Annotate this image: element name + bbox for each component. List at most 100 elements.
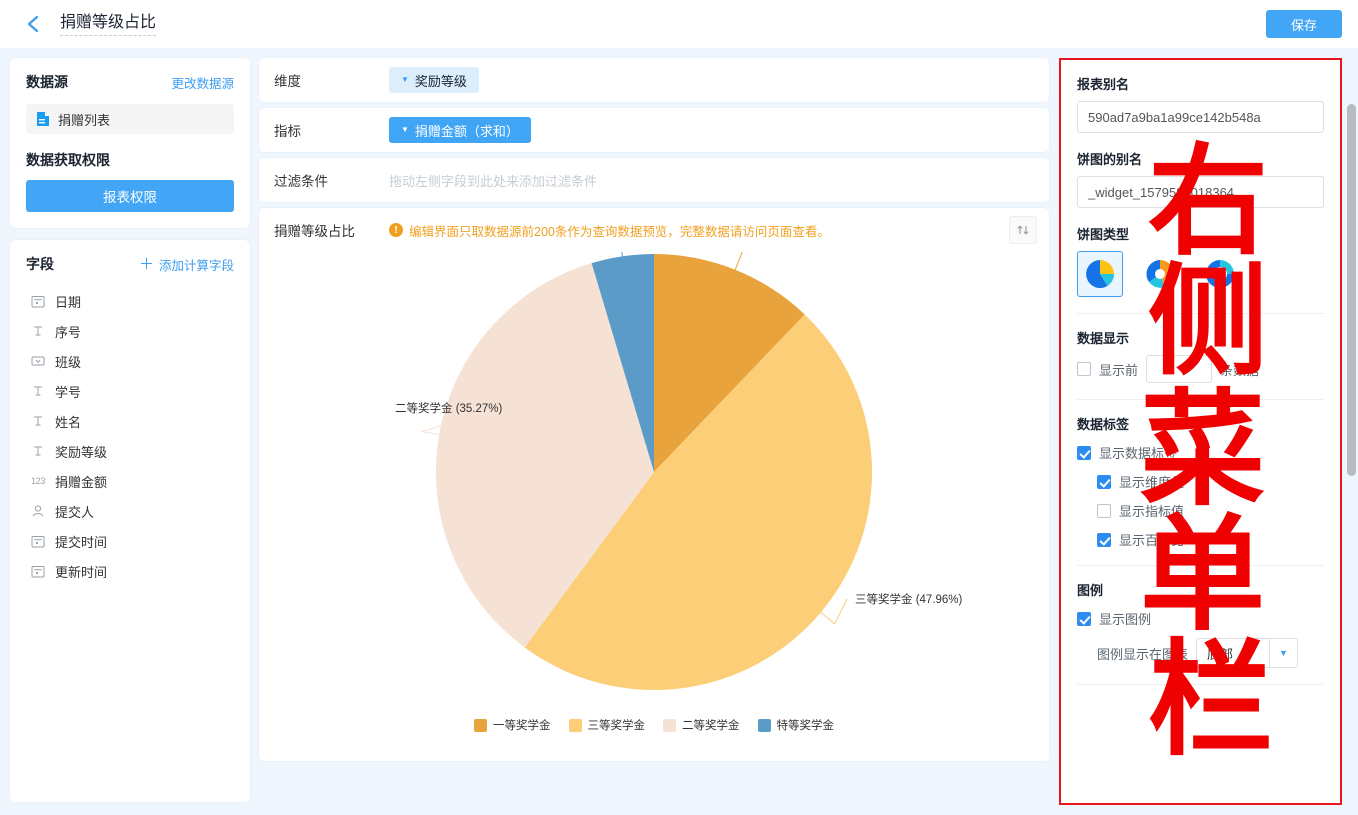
permission-heading: 数据获取权限: [26, 152, 110, 168]
field-item[interactable]: 学号: [26, 376, 234, 406]
pie-alias-label: 饼图的别名: [1077, 152, 1143, 167]
pie-type-option-pie[interactable]: [1077, 251, 1123, 297]
filter-label: 过滤条件: [274, 174, 328, 189]
metric-chip[interactable]: ▼ 捐赠金额（求和）: [389, 117, 531, 143]
calendar-icon: [30, 293, 46, 309]
field-label: 班级: [55, 354, 82, 370]
field-item[interactable]: 提交时间: [26, 526, 234, 556]
donut-icon: [1146, 260, 1174, 288]
file-icon: [37, 112, 49, 126]
pie-type-option-donut[interactable]: [1137, 251, 1183, 297]
pie-slice[interactable]: [654, 254, 805, 472]
sort-updown-icon: [1017, 225, 1029, 235]
legend-position-select[interactable]: 底部 ▼: [1196, 638, 1299, 668]
center-panel: 维度 ▼ 奖励等级 指标 ▼ 捐赠金额（求和） 过滤条件 拖动左侧字段到此处来添…: [259, 58, 1049, 761]
field-item[interactable]: 奖励等级: [26, 436, 234, 466]
datasource-heading: 数据源: [26, 74, 68, 90]
legend-label: 三等奖学金: [587, 720, 646, 732]
sort-toggle-button[interactable]: [1009, 216, 1037, 244]
back-button[interactable]: [22, 13, 44, 35]
datasource-item-label: 捐赠列表: [58, 112, 111, 128]
legend-section-label: 图例: [1077, 583, 1104, 598]
metric-value: 捐赠金额（求和）: [414, 123, 519, 139]
report-permission-button[interactable]: 报表权限: [26, 180, 234, 212]
data-label-option-row[interactable]: 显示百分比: [1097, 530, 1324, 549]
field-label: 更新时间: [55, 564, 108, 580]
report-alias-input[interactable]: [1077, 101, 1324, 133]
top-n-input[interactable]: [1146, 355, 1213, 383]
report-alias-label: 报表别名: [1077, 77, 1130, 92]
fields-card: 字段 ＋ 添加计算字段 日期 序号班级学号 姓名 奖励等级 123 捐赠金额提交人提交时间…: [10, 240, 250, 802]
text-icon: [30, 413, 46, 429]
pie-slice[interactable]: [591, 254, 654, 472]
legend-item[interactable]: 一等奖学金: [474, 717, 551, 733]
field-item[interactable]: 序号: [26, 316, 234, 346]
pie-label-leader: [621, 252, 624, 263]
data-label-option-row[interactable]: 显示维度值: [1097, 472, 1324, 491]
chevron-down-icon: ▼: [401, 125, 409, 134]
data-display-label: 数据显示: [1077, 331, 1130, 346]
field-label: 提交人: [55, 504, 95, 520]
divider: [1077, 565, 1324, 566]
checkbox[interactable]: [1097, 474, 1111, 489]
chevron-down-icon: ▼: [1269, 639, 1297, 667]
data-labels-label: 数据标签: [1077, 417, 1130, 432]
pie-chart[interactable]: 一等奖学金 (12.15%)三等奖学金 (47.96%)二等奖学金 (35.27…: [259, 252, 1049, 761]
divider: [1077, 313, 1324, 314]
checkbox[interactable]: [1097, 503, 1111, 518]
pie-label-leader: [815, 598, 848, 625]
pie-label-leader: [421, 407, 504, 437]
fields-heading: 字段: [26, 256, 54, 272]
show-legend-checkbox[interactable]: [1077, 611, 1091, 626]
show-top-n-prefix: 显示前: [1099, 362, 1139, 378]
metric-row: 指标 ▼ 捐赠金额（求和）: [259, 108, 1049, 152]
pie-icon: [1086, 260, 1115, 288]
show-legend-row[interactable]: 显示图例: [1077, 609, 1324, 628]
save-button[interactable]: 保存: [1266, 10, 1342, 38]
pie-alias-input[interactable]: [1077, 176, 1324, 208]
dimension-chip[interactable]: ▼ 奖励等级: [389, 67, 479, 93]
vertical-scrollbar[interactable]: [1347, 104, 1356, 476]
field-label: 捐赠金额: [55, 474, 108, 490]
pie-type-options: [1077, 251, 1324, 297]
field-item[interactable]: 日期: [26, 286, 234, 316]
field-item[interactable]: 更新时间: [26, 556, 234, 586]
legend-item[interactable]: 特等奖学金: [757, 717, 834, 733]
data-label-option-row[interactable]: 显示指标值: [1097, 501, 1324, 520]
field-item[interactable]: 123 捐赠金额: [26, 466, 234, 496]
field-item[interactable]: 姓名: [26, 406, 234, 436]
data-label-option-label: 显示百分比: [1119, 533, 1185, 548]
legend-position-value: 底部: [1207, 646, 1234, 662]
select-icon: [30, 353, 46, 369]
change-datasource-link[interactable]: 更改数据源: [171, 76, 234, 91]
add-calc-field-link[interactable]: ＋ 添加计算字段: [139, 255, 234, 274]
pie-slice[interactable]: [436, 263, 654, 648]
number-icon: 123: [30, 476, 46, 486]
data-label-option-row[interactable]: 显示数据标签: [1077, 443, 1324, 462]
datasource-item[interactable]: 捐赠列表: [26, 104, 234, 134]
show-legend-label: 显示图例: [1099, 612, 1152, 627]
field-item[interactable]: 提交人: [26, 496, 234, 526]
pie-type-option-ring[interactable]: [1197, 251, 1243, 297]
calendar-icon: [30, 563, 46, 579]
checkbox[interactable]: [1097, 532, 1111, 547]
pie-slice[interactable]: [524, 314, 873, 691]
dimension-value: 奖励等级: [414, 73, 467, 89]
legend-swatch: [663, 718, 676, 732]
legend-item[interactable]: 三等奖学金: [568, 717, 646, 733]
legend-position-row: 图例显示在图表 底部 ▼: [1077, 638, 1324, 668]
filter-row[interactable]: 过滤条件 拖动左侧字段到此处来添加过滤条件: [259, 158, 1049, 202]
field-item[interactable]: 班级: [26, 346, 234, 376]
legend-position-label: 图例显示在图表: [1097, 646, 1189, 662]
legend-item[interactable]: 二等奖学金: [663, 717, 740, 733]
show-top-n-checkbox[interactable]: [1077, 362, 1091, 376]
datasource-card: 数据源 更改数据源 捐赠列表 数据获取权限 报表权限: [10, 58, 250, 228]
user-icon: [30, 503, 46, 519]
checkbox[interactable]: [1077, 445, 1091, 460]
calendar-icon: [30, 533, 46, 549]
legend-label: 二等奖学金: [682, 720, 740, 732]
pie-label-leader: [732, 252, 743, 276]
fields-header: 字段 ＋ 添加计算字段: [26, 254, 234, 274]
data-label-option-label: 显示数据标签: [1099, 446, 1178, 461]
